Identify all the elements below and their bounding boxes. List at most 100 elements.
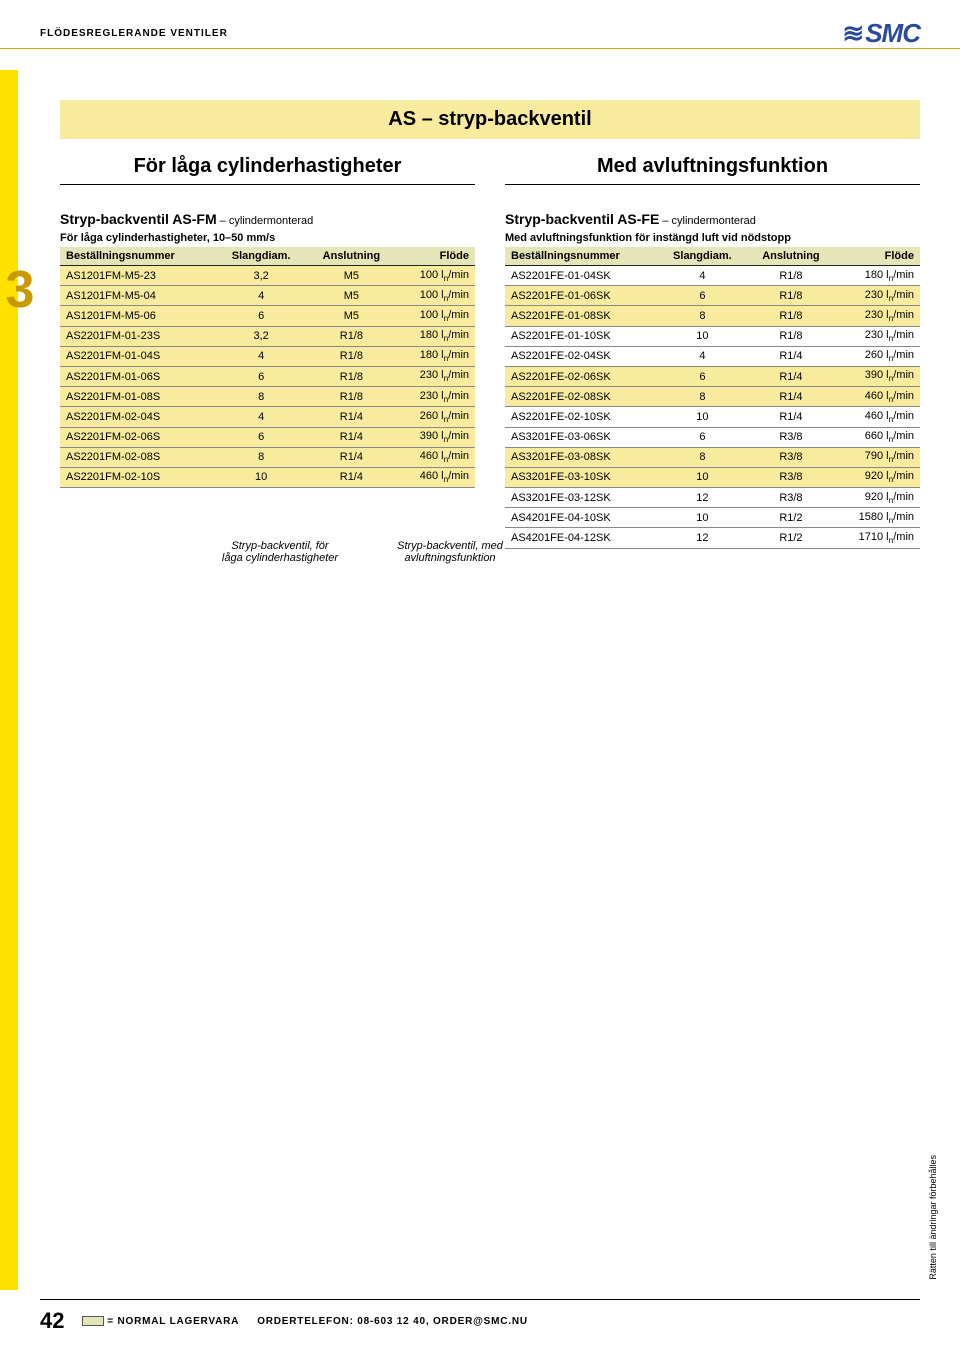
cell-diam: 8 [216,387,307,407]
cell-order: AS2201FE-01-06SK [505,286,658,306]
table-row: AS2201FM-01-04S4R1/8180 ln/min [60,346,475,366]
cell-conn: R1/8 [747,306,835,326]
cell-order: AS2201FE-02-10SK [505,407,658,427]
stock-legend: = NORMAL LAGERVARA [82,1316,239,1327]
cell-conn: R1/8 [747,326,835,346]
cell-conn: R3/8 [747,447,835,467]
right-table-title: Stryp-backventil AS-FE – cylindermontera… [505,211,920,229]
cell-diam: 10 [658,467,747,487]
cell-order: AS2201FM-02-08S [60,447,216,467]
cell-flow: 100 ln/min [396,286,475,306]
cell-flow: 460 ln/min [835,407,920,427]
cell-flow: 230 ln/min [835,326,920,346]
cell-conn: M5 [307,286,396,306]
cell-flow: 1580 ln/min [835,508,920,528]
cell-conn: R1/2 [747,508,835,528]
cell-order: AS2201FE-02-06SK [505,366,658,386]
th-diam: Slangdiam. [216,247,307,266]
cell-order: AS4201FE-04-10SK [505,508,658,528]
cell-conn: R1/4 [747,346,835,366]
table-row: AS1201FM-M5-066M5100 ln/min [60,306,475,326]
th-conn: Anslutning [747,247,835,266]
cell-diam: 6 [658,286,747,306]
cell-flow: 460 ln/min [396,447,475,467]
cell-conn: R1/4 [307,467,396,487]
cell-diam: 10 [658,407,747,427]
table-row: AS2201FE-01-04SK4R1/8180 ln/min [505,266,920,286]
cell-flow: 180 ln/min [835,266,920,286]
cell-flow: 790 ln/min [835,447,920,467]
cell-flow: 920 ln/min [835,488,920,508]
cell-order: AS3201FE-03-06SK [505,427,658,447]
cell-conn: R1/8 [307,366,396,386]
page-header: FLÖDESREGLERANDE VENTILER ≋SMC [40,18,920,49]
table-row: AS3201FE-03-08SK8R3/8790 ln/min [505,447,920,467]
table-row: AS1201FM-M5-233,2M5100 ln/min [60,266,475,286]
table-row: AS3201FE-03-06SK6R3/8660 ln/min [505,427,920,447]
category-label: FLÖDESREGLERANDE VENTILER [40,28,228,39]
cell-conn: M5 [307,266,396,286]
cell-order: AS1201FM-M5-04 [60,286,216,306]
table-row: AS2201FM-01-23S3,2R1/8180 ln/min [60,326,475,346]
cell-order: AS2201FM-01-23S [60,326,216,346]
cell-diam: 4 [216,346,307,366]
table-row: AS2201FM-02-04S4R1/4260 ln/min [60,407,475,427]
left-column: För låga cylinderhastigheter Stryp-backv… [60,155,475,549]
cell-conn: R3/8 [747,488,835,508]
th-conn: Anslutning [307,247,396,266]
right-table-header-row: Beställningsnummer Slangdiam. Anslutning… [505,247,920,266]
cell-conn: R1/4 [747,366,835,386]
cell-order: AS1201FM-M5-06 [60,306,216,326]
image-captions: Stryp-backventil, för låga cylinder­hast… [60,540,920,564]
cell-order: AS2201FE-01-10SK [505,326,658,346]
cell-order: AS2201FM-02-04S [60,407,216,427]
cell-diam: 3,2 [216,326,307,346]
cell-conn: R1/4 [307,447,396,467]
left-table: Beställningsnummer Slangdiam. Anslutning… [60,247,475,488]
cell-flow: 260 ln/min [835,346,920,366]
cell-diam: 6 [216,427,307,447]
page-number: 42 [40,1308,64,1334]
cell-flow: 260 ln/min [396,407,475,427]
cell-conn: R1/8 [307,346,396,366]
cell-diam: 10 [658,508,747,528]
cell-flow: 230 ln/min [396,366,475,386]
cell-flow: 230 ln/min [835,306,920,326]
table-row: AS2201FM-02-06S6R1/4390 ln/min [60,427,475,447]
cell-diam: 6 [658,366,747,386]
table-row: AS2201FM-01-06S6R1/8230 ln/min [60,366,475,386]
cell-order: AS2201FM-02-06S [60,427,216,447]
cell-diam: 4 [658,346,747,366]
cell-diam: 3,2 [216,266,307,286]
cell-order: AS2201FM-02-10S [60,467,216,487]
cell-flow: 180 ln/min [396,326,475,346]
cell-conn: M5 [307,306,396,326]
rights-notice: Rätten till ändringar förbehålles [928,1155,938,1280]
table-row: AS2201FE-01-06SK6R1/8230 ln/min [505,286,920,306]
table-row: AS2201FM-02-10S10R1/4460 ln/min [60,467,475,487]
table-row: AS1201FM-M5-044M5100 ln/min [60,286,475,306]
cell-flow: 460 ln/min [835,387,920,407]
order-info: ORDERTELEFON: 08-603 12 40, ORDER@SMC.NU [257,1316,528,1327]
cell-conn: R1/8 [307,326,396,346]
header-rule [0,48,960,49]
banner-text: AS – stryp-backventil [388,108,591,130]
cell-flow: 100 ln/min [396,266,475,286]
table-row: AS2201FE-02-04SK4R1/4260 ln/min [505,346,920,366]
cell-order: AS2201FE-02-04SK [505,346,658,366]
cell-flow: 460 ln/min [396,467,475,487]
cell-conn: R1/8 [747,286,835,306]
table-row: AS2201FE-02-10SK10R1/4460 ln/min [505,407,920,427]
right-column: Med avluftningsfunktion Stryp-backventil… [505,155,920,549]
cell-diam: 10 [658,326,747,346]
cell-conn: R1/4 [747,407,835,427]
left-table-subtitle: För låga cylinderhastigheter, 10–50 mm/s [60,232,475,244]
cell-conn: R1/4 [747,387,835,407]
cell-flow: 230 ln/min [396,387,475,407]
cell-diam: 6 [658,427,747,447]
cell-order: AS2201FM-01-04S [60,346,216,366]
cell-diam: 10 [216,467,307,487]
cell-flow: 180 ln/min [396,346,475,366]
cell-order: AS2201FE-02-08SK [505,387,658,407]
cell-order: AS3201FE-03-10SK [505,467,658,487]
